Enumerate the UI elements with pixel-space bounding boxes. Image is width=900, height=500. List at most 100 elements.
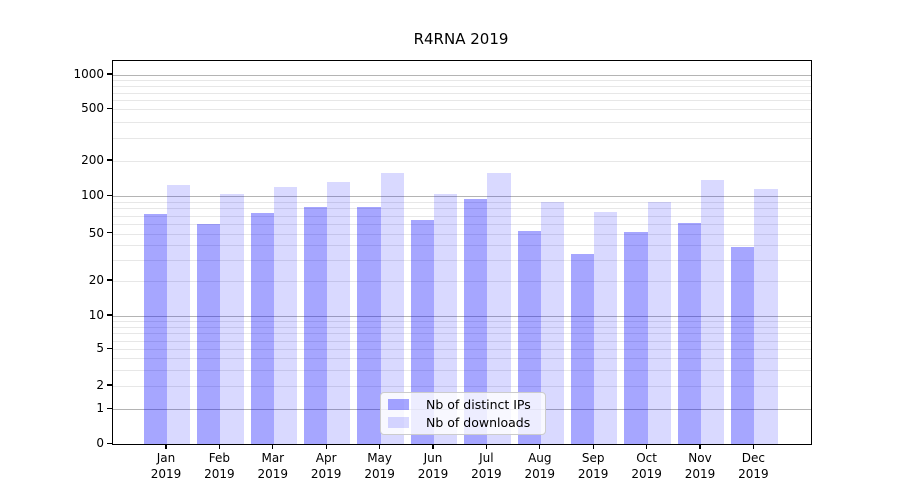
y-tick-label-2: 2 bbox=[96, 378, 104, 392]
gridline-minor bbox=[113, 386, 811, 387]
gridline-minor bbox=[113, 281, 811, 282]
bar-distinct-ips-may bbox=[357, 207, 381, 444]
bar-downloads-jun bbox=[434, 194, 458, 444]
y-tick-label-0: 0 bbox=[96, 436, 104, 451]
x-tick-label-jul: Jul 2019 bbox=[471, 451, 502, 481]
gridline-minor bbox=[113, 333, 811, 335]
y-tick-label-50: 50 bbox=[88, 225, 104, 240]
bar-distinct-ips-nov bbox=[677, 222, 701, 444]
bar-distinct-ips-sep bbox=[570, 253, 595, 444]
gridline-minor bbox=[113, 321, 811, 323]
bar-distinct-ips-jan bbox=[143, 214, 167, 444]
y-tick-mark bbox=[107, 407, 112, 409]
gridline-minor bbox=[113, 201, 811, 203]
legend-item: Nb of distinct IPs bbox=[388, 397, 538, 412]
x-tick-label-may: May 2019 bbox=[364, 451, 395, 481]
gridline-minor bbox=[113, 223, 811, 225]
bar-distinct-ips-jun bbox=[410, 220, 434, 444]
legend-label-distinct-ips: Nb of distinct IPs bbox=[426, 397, 531, 413]
y-tick-mark bbox=[107, 384, 112, 386]
y-tick-label-500: 500 bbox=[81, 101, 104, 116]
y-tick-mark bbox=[107, 159, 112, 161]
gridline-minor bbox=[113, 208, 811, 210]
x-tick-mark bbox=[592, 444, 594, 449]
gridline-minor bbox=[113, 109, 811, 111]
gridline-minor bbox=[113, 233, 811, 235]
bar-distinct-ips-aug bbox=[517, 230, 541, 444]
x-tick-mark bbox=[165, 444, 167, 449]
legend-item: Nb of downloads bbox=[388, 415, 538, 430]
gridline-minor bbox=[113, 100, 811, 102]
gridline-major bbox=[113, 75, 811, 76]
bar-downloads-nov bbox=[701, 179, 725, 444]
y-tick-mark bbox=[107, 194, 112, 196]
x-tick-label-jun: Jun 2019 bbox=[417, 451, 449, 481]
x-tick-label-aug: Aug 2019 bbox=[524, 451, 556, 481]
legend-label-downloads: Nb of downloads bbox=[426, 414, 531, 430]
chart-title: R4RNA 2019 bbox=[413, 30, 509, 48]
y-tick-label-1: 1 bbox=[96, 401, 104, 416]
x-tick-label-nov: Nov 2019 bbox=[684, 451, 716, 481]
bar-downloads-aug bbox=[540, 201, 565, 444]
y-tick-label-200: 200 bbox=[81, 153, 104, 167]
plot-area bbox=[112, 60, 812, 445]
bar-downloads-sep bbox=[594, 211, 618, 444]
gridline-minor bbox=[113, 326, 811, 328]
gridline-minor bbox=[113, 92, 811, 94]
y-tick-mark bbox=[107, 73, 112, 75]
x-tick-mark bbox=[325, 444, 327, 449]
bar-downloads-jan bbox=[167, 184, 191, 444]
bar-distinct-ips-jul bbox=[464, 199, 488, 444]
bar-downloads-dec bbox=[754, 188, 778, 444]
y-tick-mark bbox=[107, 107, 112, 109]
y-tick-label-5: 5 bbox=[96, 341, 104, 356]
bar-downloads-oct bbox=[647, 201, 671, 444]
y-tick-label-1000: 1000 bbox=[73, 67, 104, 81]
x-tick-mark bbox=[645, 444, 648, 449]
x-tick-mark bbox=[699, 444, 701, 449]
gridline-minor bbox=[113, 86, 811, 88]
x-tick-label-mar: Mar 2019 bbox=[257, 451, 289, 481]
legend: Nb of distinct IPs Nb of downloads bbox=[380, 392, 546, 435]
gridline-minor bbox=[113, 358, 811, 360]
gridline-minor bbox=[113, 340, 811, 342]
bar-distinct-ips-mar bbox=[250, 213, 274, 444]
legend-swatch-distinct-ips bbox=[388, 399, 409, 411]
x-tick-label-jan: Jan 2019 bbox=[150, 451, 182, 481]
legend-swatch-downloads bbox=[388, 416, 409, 428]
y-tick-label-20: 20 bbox=[88, 273, 104, 287]
y-tick-mark bbox=[107, 314, 112, 316]
gridline-minor bbox=[113, 215, 811, 217]
y-tick-mark bbox=[107, 347, 112, 349]
gridline-minor bbox=[113, 245, 811, 247]
gridline-minor bbox=[113, 369, 811, 371]
x-tick-mark bbox=[218, 444, 221, 449]
gridline-minor bbox=[113, 138, 811, 140]
y-tick-mark bbox=[107, 232, 112, 234]
x-tick-label-dec: Dec 2019 bbox=[738, 451, 769, 481]
gridline-major bbox=[113, 196, 811, 198]
bar-downloads-mar bbox=[273, 187, 298, 444]
bar-distinct-ips-feb bbox=[197, 223, 221, 444]
gridline-minor bbox=[113, 349, 811, 351]
y-tick-label-10: 10 bbox=[88, 308, 104, 322]
bar-downloads-may bbox=[380, 173, 404, 444]
x-tick-label-apr: Apr 2019 bbox=[310, 451, 342, 481]
x-tick-label-oct: Oct 2019 bbox=[631, 451, 662, 481]
gridline-minor bbox=[113, 161, 811, 162]
y-tick-mark bbox=[107, 442, 112, 444]
bar-downloads-feb bbox=[220, 193, 244, 444]
gridline-major bbox=[113, 316, 811, 317]
gridline-minor bbox=[113, 121, 811, 123]
bar-downloads-apr bbox=[327, 182, 351, 444]
bar-downloads-jul bbox=[487, 173, 511, 444]
x-tick-mark bbox=[272, 444, 274, 449]
y-tick-label-100: 100 bbox=[81, 188, 104, 203]
x-tick-label-sep: Sep 2019 bbox=[577, 451, 609, 481]
bar-distinct-ips-dec bbox=[731, 246, 755, 444]
x-tick-label-feb: Feb 2019 bbox=[204, 451, 235, 481]
gridline-minor bbox=[113, 260, 811, 262]
x-tick-mark bbox=[539, 444, 541, 449]
x-tick-mark bbox=[378, 444, 381, 449]
